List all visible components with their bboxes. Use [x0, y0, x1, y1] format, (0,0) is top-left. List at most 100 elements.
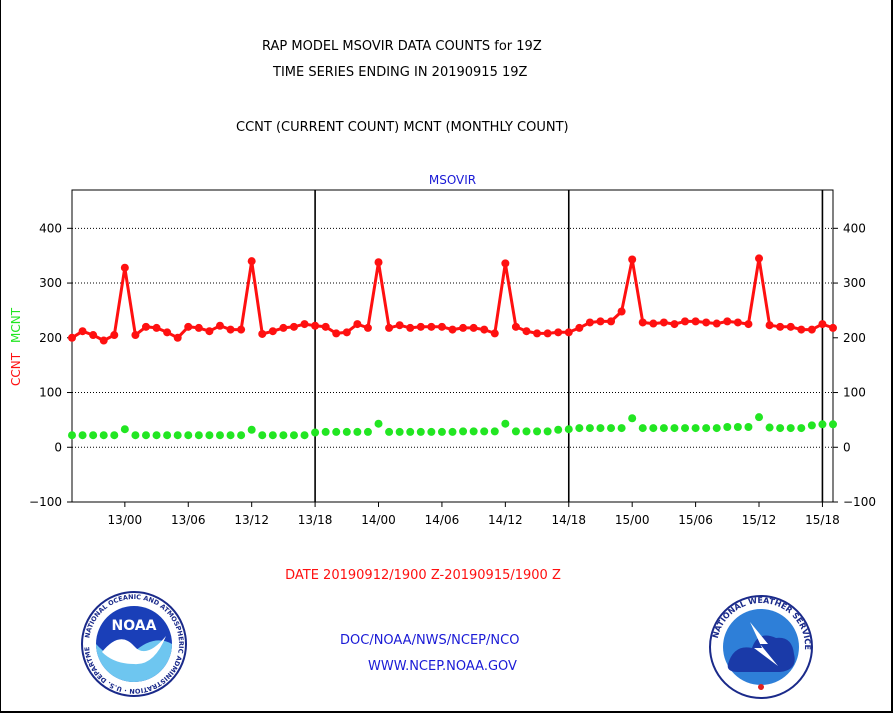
ccnt-point	[437, 322, 446, 331]
ccnt-point	[755, 254, 764, 263]
x-tick-label: 15/06	[678, 513, 713, 527]
y-tick-label-left: 100	[39, 386, 62, 400]
mcnt-point	[321, 427, 330, 436]
mcnt-point	[585, 424, 594, 433]
mcnt-point	[385, 427, 394, 436]
mcnt-point	[437, 427, 446, 436]
ccnt-point	[173, 333, 182, 342]
mcnt-point	[289, 431, 298, 440]
mcnt-point	[353, 427, 362, 436]
ccnt-point	[649, 319, 658, 328]
ccnt-point	[829, 323, 837, 332]
ccnt-point	[215, 321, 224, 330]
ccnt-point	[68, 333, 76, 342]
mcnt-point	[797, 424, 806, 433]
mcnt-point	[163, 431, 172, 440]
mcnt-point	[744, 423, 753, 432]
mcnt-point	[649, 424, 658, 433]
ccnt-point	[120, 263, 129, 272]
ccnt-point	[268, 327, 277, 336]
ccnt-point	[141, 322, 150, 331]
ccnt-point	[131, 331, 140, 340]
ccnt-point	[490, 329, 499, 338]
mcnt-point	[110, 431, 119, 440]
ccnt-point	[89, 331, 98, 340]
mcnt-point	[575, 424, 584, 433]
y-tick-label-right: 200	[843, 331, 866, 345]
chart-subtitle: CCNT (CURRENT COUNT) MCNT (MONTHLY COUNT…	[236, 120, 569, 135]
footer-link-doc[interactable]: DOC/NOAA/NWS/NCEP/NCO	[340, 633, 520, 648]
ccnt-point	[733, 318, 742, 327]
mcnt-point	[258, 431, 267, 440]
ccnt-point	[416, 322, 425, 331]
ccnt-point	[522, 327, 531, 336]
ccnt-point	[480, 325, 489, 334]
mcnt-point	[141, 431, 150, 440]
y-axis-label-ccnt: CCNT	[9, 352, 23, 386]
ccnt-point	[585, 318, 594, 327]
footer-link-ncep[interactable]: WWW.NCEP.NOAA.GOV	[368, 659, 517, 674]
ccnt-point	[363, 323, 372, 332]
ccnt-point	[818, 320, 827, 329]
mcnt-point	[300, 431, 309, 440]
ccnt-point	[691, 317, 700, 326]
ccnt-point	[501, 259, 510, 268]
ccnt-point	[511, 322, 520, 331]
ccnt-point	[723, 317, 732, 326]
ccnt-point	[765, 321, 774, 330]
ccnt-point	[469, 323, 478, 332]
mcnt-point	[617, 424, 626, 433]
ccnt-point	[628, 255, 637, 264]
mcnt-point	[638, 424, 647, 433]
mcnt-point	[628, 414, 637, 423]
mcnt-point	[311, 428, 320, 437]
ccnt-point	[321, 322, 330, 331]
mcnt-point	[247, 425, 256, 434]
mcnt-point	[818, 420, 827, 429]
x-tick-label: 14/00	[361, 513, 396, 527]
mcnt-point	[416, 427, 425, 436]
mcnt-point	[215, 431, 224, 440]
mcnt-point	[184, 431, 193, 440]
ccnt-point	[385, 323, 394, 332]
mcnt-point	[427, 427, 436, 436]
ccnt-point	[152, 323, 161, 332]
mcnt-point	[543, 427, 552, 436]
mcnt-point	[448, 427, 457, 436]
ccnt-point	[448, 325, 457, 334]
mcnt-point	[363, 427, 372, 436]
x-axis-date-range-label: DATE 20190912/1900 Z-20190915/1900 Z	[285, 568, 561, 583]
mcnt-point	[205, 431, 214, 440]
ccnt-point	[427, 322, 436, 331]
y-tick-label-left: −100	[29, 495, 62, 509]
chart-title-line1: RAP MODEL MSOVIR DATA COUNTS for 19Z	[262, 39, 542, 54]
noaa-logo: NOAA NATIONAL OCEANIC AND ATMOSPHERIC AD…	[77, 584, 188, 698]
mcnt-point	[152, 431, 161, 440]
mcnt-point	[681, 424, 690, 433]
ccnt-point	[638, 318, 647, 327]
ccnt-point	[786, 322, 795, 331]
mcnt-point	[268, 431, 277, 440]
ccnt-point	[258, 329, 267, 338]
mcnt-point	[596, 424, 605, 433]
mcnt-point	[765, 423, 774, 432]
x-tick-label: 13/12	[234, 513, 269, 527]
ccnt-point	[374, 258, 383, 267]
mcnt-point	[691, 424, 700, 433]
ccnt-point	[554, 328, 563, 337]
ccnt-point	[575, 323, 584, 332]
mcnt-point	[733, 423, 742, 432]
mcnt-point	[533, 427, 542, 436]
ccnt-point	[237, 325, 246, 334]
plot-frame	[71, 189, 834, 503]
chart-title-line2: TIME SERIES ENDING IN 20190915 19Z	[273, 65, 528, 80]
ccnt-point	[712, 319, 721, 328]
mcnt-point	[173, 431, 182, 440]
mcnt-point	[670, 424, 679, 433]
mcnt-point	[332, 427, 341, 436]
mcnt-point	[554, 425, 563, 434]
y-tick-label-left: 200	[39, 331, 62, 345]
mcnt-point	[78, 431, 87, 440]
ccnt-point	[406, 323, 415, 332]
